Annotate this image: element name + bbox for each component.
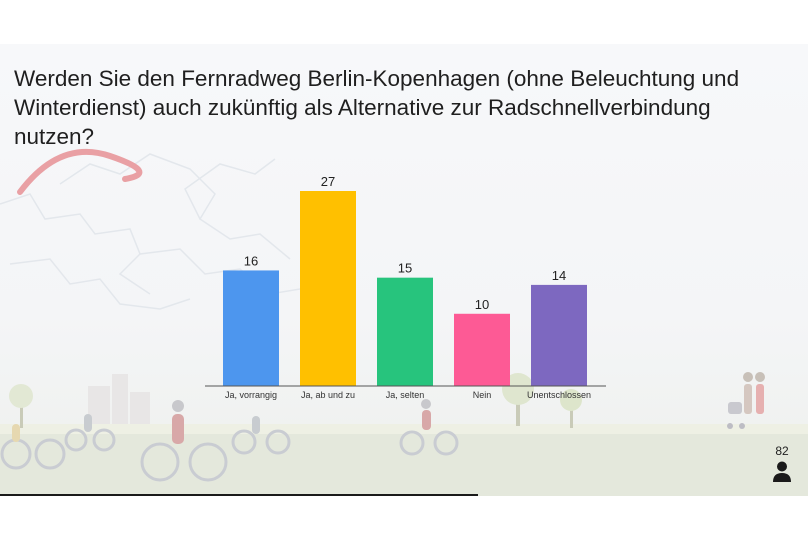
- divider-line: [0, 494, 478, 496]
- category-label-4: Unentschlossen: [527, 390, 591, 400]
- bar-0: [223, 270, 279, 386]
- bar-value-label-4: 14: [552, 268, 566, 283]
- bar-2: [377, 277, 433, 386]
- ground: [0, 429, 808, 496]
- category-label-0: Ja, vorrangig: [225, 390, 277, 400]
- background-illustration: [0, 148, 808, 496]
- slide: Werden Sie den Fernradweg Berlin-Kopenha…: [0, 44, 808, 496]
- bar-1: [300, 191, 356, 386]
- bar-4: [531, 284, 587, 386]
- category-label-2: Ja, selten: [386, 390, 425, 400]
- path-edge: [0, 424, 808, 434]
- category-label-1: Ja, ab und zu: [301, 390, 355, 400]
- bar-chart: 16 Ja, vorrangig 27 Ja, ab und zu 15 Ja, selt…: [205, 174, 606, 400]
- route-mark: [17, 148, 143, 195]
- bar-value-label-3: 10: [475, 297, 489, 312]
- bar-3: [454, 313, 510, 386]
- category-label-3: Nein: [473, 390, 492, 400]
- bar-value-label-0: 16: [244, 253, 258, 268]
- bar-value-label-2: 15: [398, 261, 412, 276]
- cyclists: [0, 428, 459, 482]
- pedestrians: [727, 372, 765, 429]
- person-icon: [773, 461, 791, 482]
- map-outline: [0, 153, 301, 310]
- trees: [9, 373, 582, 428]
- cyclist-figures: [12, 399, 431, 444]
- bar-value-label-1: 27: [321, 174, 335, 189]
- respondent-count: 82: [775, 444, 789, 458]
- question-title: Werden Sie den Fernradweg Berlin-Kopenha…: [14, 66, 740, 149]
